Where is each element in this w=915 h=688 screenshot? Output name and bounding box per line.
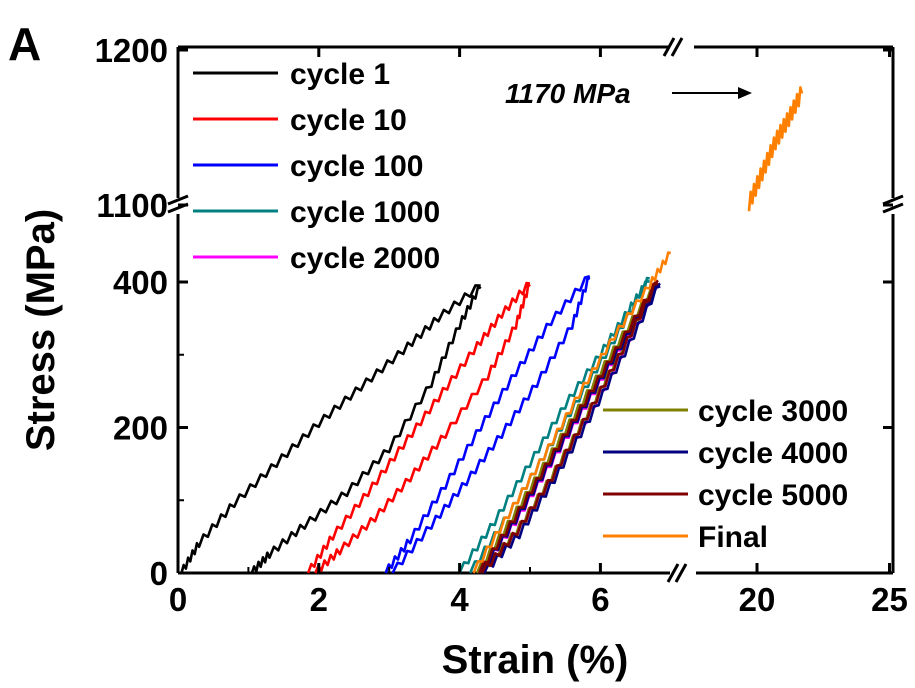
annotation: 1170 MPa — [505, 78, 752, 109]
x-tick-label: 6 — [591, 581, 609, 618]
annotation-arrow-head — [738, 87, 752, 99]
legend-label: cycle 10 — [290, 104, 407, 137]
annotation-text: 1170 MPa — [505, 78, 631, 109]
x-tick-label: 2 — [310, 581, 328, 618]
x-axis-label: Strain (%) — [442, 638, 629, 682]
x-tick-label: 20 — [739, 581, 776, 618]
y-tick-label: 0 — [150, 555, 168, 592]
ticks-layer: 0 2 4 6 20 25 0 200 400 1100 1200 — [95, 32, 908, 618]
legend-label: cycle 2000 — [290, 242, 440, 275]
legend-label: cycle 1000 — [290, 196, 440, 229]
series-line-cycle-10 — [314, 283, 531, 574]
series-line-cycle-100 — [391, 276, 591, 574]
series-line-cycle-1 — [250, 284, 482, 574]
legend-label: cycle 1 — [290, 58, 390, 91]
legend-label: cycle 4000 — [698, 437, 848, 470]
x-tick-label: 0 — [169, 581, 187, 618]
axis-break-mark — [666, 563, 680, 583]
series-line-cycle-100 — [384, 274, 591, 574]
axis-break-mark — [167, 194, 189, 206]
legend-layer: cycle 1 cycle 10 cycle 100 cycle 1000 cycle … — [193, 58, 848, 554]
legend-label: cycle 3000 — [698, 395, 848, 428]
series-line-final — [472, 251, 671, 574]
y-tick-label: 200 — [113, 410, 168, 447]
x-tick-label: 4 — [450, 581, 469, 618]
y-tick-label: 1200 — [95, 32, 168, 69]
axis-break-mark — [662, 37, 676, 57]
x-tick-label: 25 — [871, 581, 908, 618]
series-line-cycle-1000 — [458, 276, 650, 574]
series-line-cycle-4000 — [479, 282, 661, 574]
axis-break-mark — [882, 202, 904, 214]
series-line-cycle-4000 — [483, 285, 661, 574]
panel-label: A — [8, 18, 41, 70]
legend-label: cycle 100 — [290, 150, 423, 183]
legend-label: Final — [698, 521, 768, 554]
series-line-final — [747, 86, 804, 212]
series-line-cycle-10 — [306, 281, 531, 574]
axis-break-mark — [674, 563, 688, 583]
series-line-cycle-1 — [180, 284, 481, 574]
series-layer — [180, 86, 804, 574]
legend-label: cycle 5000 — [698, 479, 848, 512]
axis-break-mark — [670, 37, 684, 57]
series-line-cycle-5000 — [480, 282, 659, 574]
axis-break-mark — [882, 194, 904, 206]
y-tick-label: 400 — [113, 264, 168, 301]
y-tick-label: 1100 — [96, 187, 168, 224]
series-line-cycle-5000 — [478, 279, 659, 574]
y-axis-label: Stress (MPa) — [19, 209, 63, 451]
